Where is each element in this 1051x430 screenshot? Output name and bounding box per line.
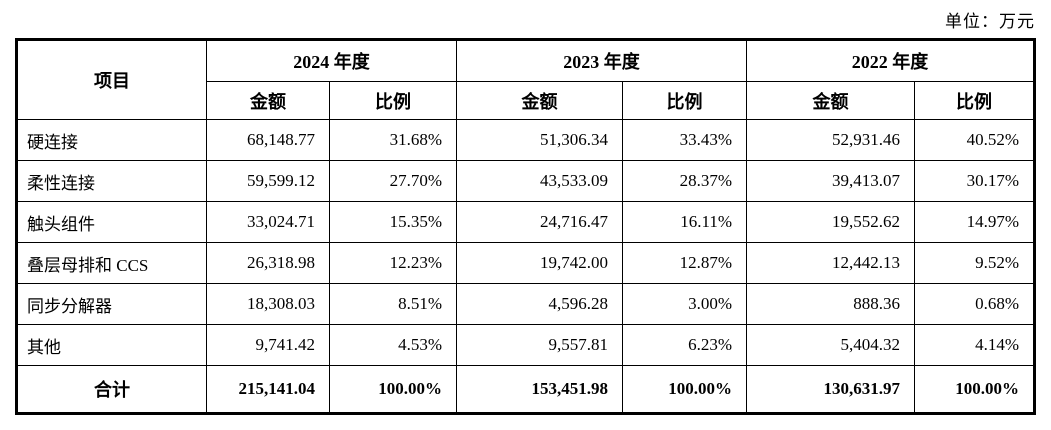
ratio-cell: 15.35% bbox=[329, 201, 457, 243]
ratio-cell: 30.17% bbox=[914, 160, 1035, 202]
amount-cell: 52,931.46 bbox=[746, 119, 915, 161]
ratio-cell: 8.51% bbox=[329, 283, 457, 325]
ratio-cell: 16.11% bbox=[622, 201, 747, 243]
total-label: 合计 bbox=[16, 365, 207, 414]
amount-cell: 12,442.13 bbox=[746, 242, 915, 284]
table-row: 其他 9,741.42 4.53% 9,557.81 6.23% 5,404.3… bbox=[16, 324, 1035, 366]
ratio-cell: 14.97% bbox=[914, 201, 1035, 243]
amount-cell: 5,404.32 bbox=[746, 324, 915, 366]
table-header-year-row: 项目 2024 年度 2023 年度 2022 年度 bbox=[16, 39, 1035, 120]
ratio-cell: 31.68% bbox=[329, 119, 457, 161]
ratio-cell: 6.23% bbox=[622, 324, 747, 366]
ratio-cell: 3.00% bbox=[622, 283, 747, 325]
revenue-composition-table: 项目 2024 年度 2023 年度 2022 年度 金额 比例 金额 比例 金… bbox=[15, 38, 1036, 415]
total-amount-cell: 153,451.98 bbox=[456, 365, 623, 414]
ratio-header-2023: 比例 bbox=[622, 81, 747, 120]
row-label: 叠层母排和 CCS bbox=[16, 242, 207, 284]
ratio-cell: 12.87% bbox=[622, 242, 747, 284]
total-ratio-cell: 100.00% bbox=[622, 365, 747, 414]
table-row: 柔性连接 59,599.12 27.70% 43,533.09 28.37% 3… bbox=[16, 160, 1035, 202]
row-label: 同步分解器 bbox=[16, 283, 207, 325]
ratio-cell: 33.43% bbox=[622, 119, 747, 161]
item-column-header: 项目 bbox=[16, 39, 207, 120]
ratio-cell: 27.70% bbox=[329, 160, 457, 202]
amount-cell: 9,741.42 bbox=[206, 324, 330, 366]
amount-cell: 4,596.28 bbox=[456, 283, 623, 325]
amount-cell: 19,742.00 bbox=[456, 242, 623, 284]
total-ratio-cell: 100.00% bbox=[914, 365, 1035, 414]
table-total-row: 合计 215,141.04 100.00% 153,451.98 100.00%… bbox=[16, 365, 1035, 414]
amount-cell: 68,148.77 bbox=[206, 119, 330, 161]
amount-cell: 26,318.98 bbox=[206, 242, 330, 284]
amount-cell: 19,552.62 bbox=[746, 201, 915, 243]
row-label: 柔性连接 bbox=[16, 160, 207, 202]
year-header-2023: 2023 年度 bbox=[456, 39, 747, 82]
table-row: 同步分解器 18,308.03 8.51% 4,596.28 3.00% 888… bbox=[16, 283, 1035, 325]
amount-header-2023: 金额 bbox=[456, 81, 623, 120]
amount-cell: 59,599.12 bbox=[206, 160, 330, 202]
row-label: 触头组件 bbox=[16, 201, 207, 243]
ratio-cell: 9.52% bbox=[914, 242, 1035, 284]
ratio-cell: 0.68% bbox=[914, 283, 1035, 325]
amount-header-2022: 金额 bbox=[746, 81, 915, 120]
table-header-sub-row: 金额 比例 金额 比例 金额 比例 bbox=[17, 81, 1035, 120]
amount-header-2024: 金额 bbox=[206, 81, 330, 120]
ratio-cell: 40.52% bbox=[914, 119, 1035, 161]
ratio-header-2024: 比例 bbox=[329, 81, 457, 120]
row-label: 硬连接 bbox=[16, 119, 207, 161]
amount-cell: 39,413.07 bbox=[746, 160, 915, 202]
table-row: 硬连接 68,148.77 31.68% 51,306.34 33.43% 52… bbox=[16, 119, 1035, 161]
total-amount-cell: 130,631.97 bbox=[746, 365, 915, 414]
amount-cell: 888.36 bbox=[746, 283, 915, 325]
amount-cell: 33,024.71 bbox=[206, 201, 330, 243]
year-header-2024: 2024 年度 bbox=[206, 39, 457, 82]
amount-cell: 24,716.47 bbox=[456, 201, 623, 243]
total-amount-cell: 215,141.04 bbox=[206, 365, 330, 414]
amount-cell: 9,557.81 bbox=[456, 324, 623, 366]
table-row: 触头组件 33,024.71 15.35% 24,716.47 16.11% 1… bbox=[16, 201, 1035, 243]
year-header-2022: 2022 年度 bbox=[746, 39, 1035, 82]
ratio-cell: 4.14% bbox=[914, 324, 1035, 366]
ratio-cell: 12.23% bbox=[329, 242, 457, 284]
table-row: 叠层母排和 CCS 26,318.98 12.23% 19,742.00 12.… bbox=[16, 242, 1035, 284]
ratio-header-2022: 比例 bbox=[914, 81, 1035, 120]
unit-label: 单位：万元 bbox=[945, 12, 1035, 31]
row-label: 其他 bbox=[16, 324, 207, 366]
amount-cell: 51,306.34 bbox=[456, 119, 623, 161]
amount-cell: 18,308.03 bbox=[206, 283, 330, 325]
ratio-cell: 28.37% bbox=[622, 160, 747, 202]
total-ratio-cell: 100.00% bbox=[329, 365, 457, 414]
amount-cell: 43,533.09 bbox=[456, 160, 623, 202]
ratio-cell: 4.53% bbox=[329, 324, 457, 366]
